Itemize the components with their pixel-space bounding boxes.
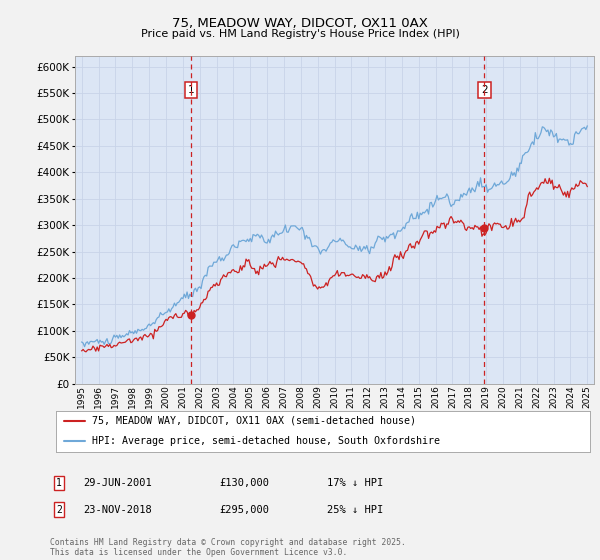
Text: Price paid vs. HM Land Registry's House Price Index (HPI): Price paid vs. HM Land Registry's House …: [140, 29, 460, 39]
Text: £295,000: £295,000: [219, 505, 269, 515]
Text: 17% ↓ HPI: 17% ↓ HPI: [327, 478, 383, 488]
Text: 2: 2: [481, 85, 488, 95]
Text: Contains HM Land Registry data © Crown copyright and database right 2025.
This d: Contains HM Land Registry data © Crown c…: [50, 538, 406, 557]
Text: HPI: Average price, semi-detached house, South Oxfordshire: HPI: Average price, semi-detached house,…: [92, 436, 440, 446]
Text: 75, MEADOW WAY, DIDCOT, OX11 0AX: 75, MEADOW WAY, DIDCOT, OX11 0AX: [172, 17, 428, 30]
Text: 23-NOV-2018: 23-NOV-2018: [83, 505, 152, 515]
Text: 29-JUN-2001: 29-JUN-2001: [83, 478, 152, 488]
Text: 25% ↓ HPI: 25% ↓ HPI: [327, 505, 383, 515]
Text: 1: 1: [56, 478, 62, 488]
Text: 1: 1: [188, 85, 194, 95]
Text: 2: 2: [56, 505, 62, 515]
Text: 75, MEADOW WAY, DIDCOT, OX11 0AX (semi-detached house): 75, MEADOW WAY, DIDCOT, OX11 0AX (semi-d…: [92, 416, 416, 426]
Text: £130,000: £130,000: [219, 478, 269, 488]
